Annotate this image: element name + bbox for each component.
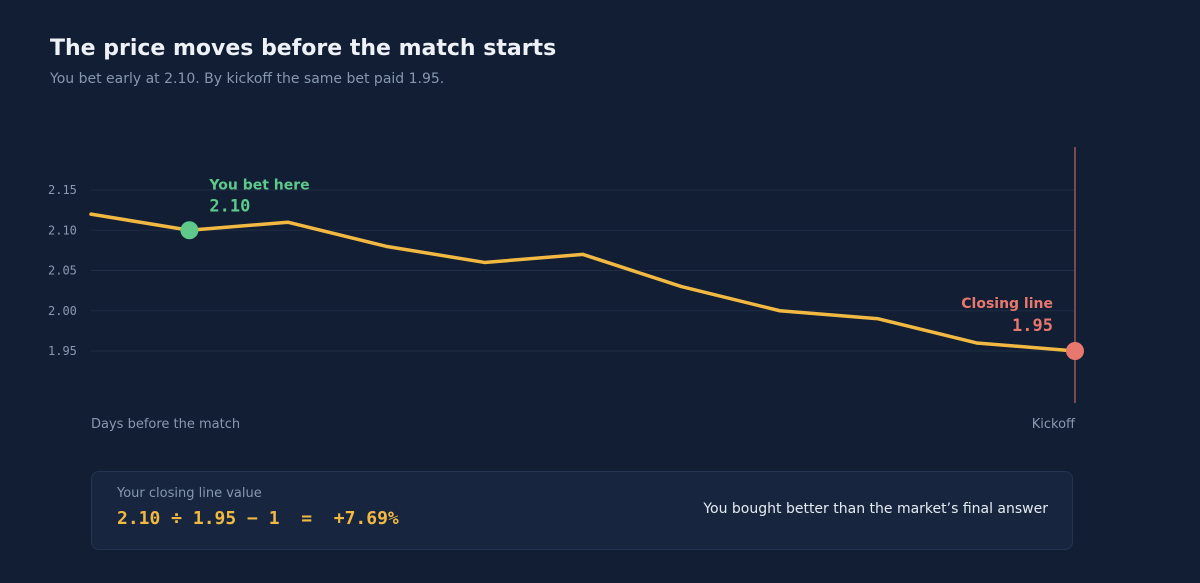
price-series-line [89, 212, 1077, 353]
bet-annotation-label: You bet here [208, 177, 309, 193]
y-tick-label: 2.10 [48, 223, 77, 237]
closing-point-marker [1066, 342, 1084, 360]
x-axis-end-label: Kickoff [1032, 417, 1076, 432]
page-subtitle: You bet early at 2.10. By kickoff the sa… [50, 71, 445, 87]
bet-point-marker [180, 221, 199, 240]
y-tick-label: 1.95 [48, 344, 77, 358]
clv-formula: 2.10 ÷ 1.95 − 1 = +7.69% [117, 508, 399, 529]
clv-label: Your closing line value [117, 486, 262, 501]
page-title: The price moves before the match starts [50, 36, 557, 61]
x-axis-start-label: Days before the match [91, 417, 240, 432]
closing-annotation-label: Closing line [961, 296, 1053, 312]
y-axis-ticks: 2.15 2.10 2.05 2.00 1.95 [48, 183, 77, 358]
y-tick-label: 2.00 [48, 304, 77, 318]
grid-layer [91, 189, 1075, 352]
clv-verdict: You bought better than the market’s fina… [703, 501, 1048, 517]
closing-line-value-card: Your closing line value 2.10 ÷ 1.95 − 1 … [91, 471, 1073, 550]
marker-layer [180, 221, 1084, 360]
closing-annotation-value: 1.95 [1012, 316, 1053, 336]
y-tick-label: 2.05 [48, 264, 77, 278]
price-line-chart: 2.15 2.10 2.05 2.00 1.95 You bet here 2.10 C… [48, 147, 1084, 432]
bet-annotation-value: 2.10 [209, 196, 250, 216]
y-tick-label: 2.15 [48, 183, 77, 197]
